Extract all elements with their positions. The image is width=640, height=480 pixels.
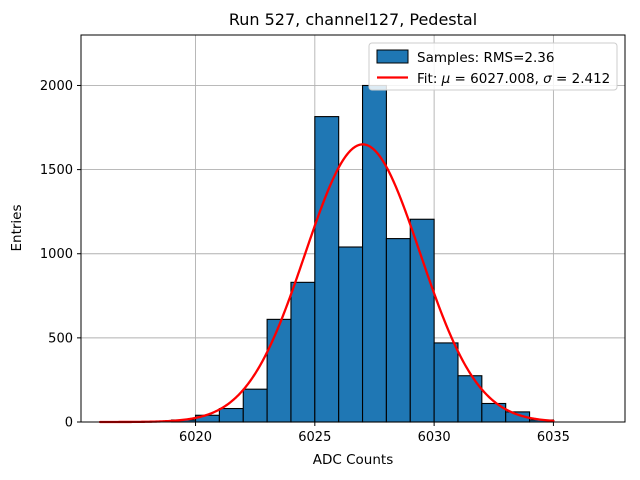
histogram-bar (409, 218, 435, 423)
y-tick-label: 1500 (40, 163, 73, 178)
y-tick-label: 1000 (40, 247, 73, 262)
legend-label-samples: Samples: RMS=2.36 (417, 50, 554, 66)
legend: Samples: RMS=2.36 Fit: μ = 6027.008, σ =… (368, 42, 618, 91)
histogram-bar (314, 116, 340, 423)
x-tick-label: 6035 (537, 430, 570, 445)
legend-label-fit: Fit: μ = 6027.008, σ = 2.412 (417, 71, 610, 87)
y-tick-labels: 0 500 1000 1500 2000 (40, 79, 73, 431)
histogram-bar (457, 375, 483, 423)
histogram-bar (433, 342, 459, 423)
histogram-bar (385, 238, 411, 423)
y-tick-label: 0 (65, 416, 73, 431)
y-axis-label: Entries (9, 204, 25, 251)
x-tick-label: 6030 (418, 430, 451, 445)
y-tick-label: 500 (48, 331, 73, 346)
histogram-bar (266, 318, 292, 423)
gaussian-fit-curve (98, 143, 555, 424)
x-tick-labels: 6020 6025 6030 6035 (179, 430, 570, 445)
histogram-bar (361, 84, 387, 423)
histogram-bar (242, 388, 268, 423)
y-tick-label: 2000 (40, 79, 73, 94)
x-tick-label: 6025 (298, 430, 331, 445)
x-axis-label: ADC Counts (313, 452, 393, 468)
axis-ticks (77, 84, 554, 426)
x-tick-label: 6020 (179, 430, 212, 445)
plot-border (80, 34, 626, 423)
histogram-bar (290, 281, 316, 423)
chart-title: Run 527, channel127, Pedestal (229, 10, 477, 29)
legend-box (368, 42, 618, 91)
histogram-bars (171, 84, 554, 423)
histogram-bar (218, 407, 244, 423)
legend-swatch-samples-patch (376, 49, 409, 64)
histogram-bar (338, 246, 364, 423)
